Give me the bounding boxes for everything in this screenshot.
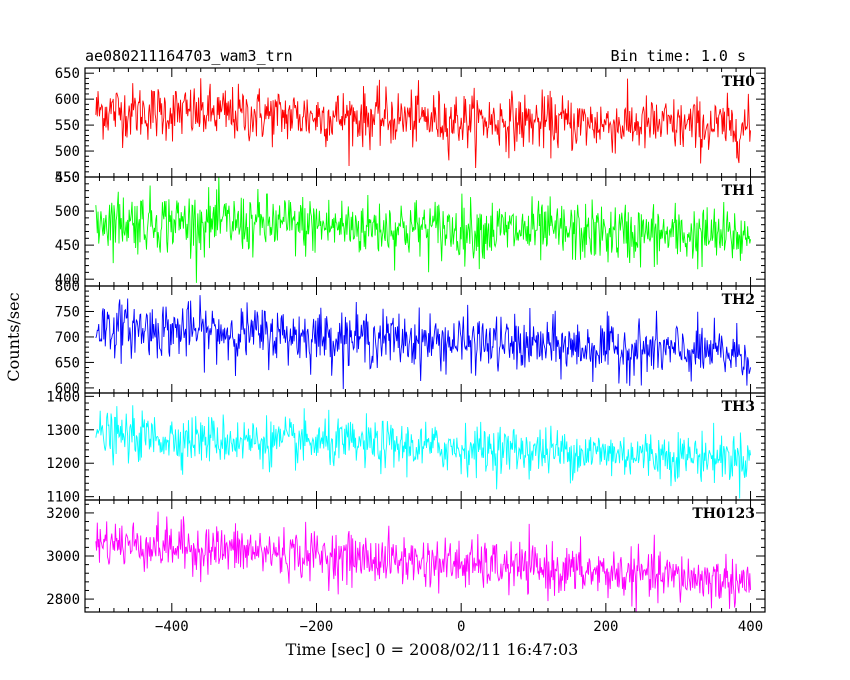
x-tick-label: 0	[457, 619, 465, 635]
panel-frame	[84, 67, 766, 178]
x-axis-label: Time [sec] 0 = 2008/02/11 16:47:03	[286, 640, 579, 659]
y-tick-label: 750	[55, 304, 80, 320]
y-tick-label: 450	[55, 238, 80, 254]
y-tick-label: 3000	[46, 549, 80, 565]
panel-label: TH3	[722, 399, 755, 415]
y-tick-label: 650	[55, 66, 80, 82]
panel-label: TH2	[722, 292, 755, 308]
panel-th2: 600 650 700 750 800 TH2	[55, 279, 766, 397]
y-tick-label: 600	[55, 92, 80, 108]
x-tick-label: −400	[155, 619, 189, 635]
y-tick-label: 550	[55, 118, 80, 134]
y-tick-label: 3200	[46, 506, 80, 522]
series-line-th0123	[95, 511, 751, 612]
bin-time-label: Bin time: 1.0 s	[611, 47, 746, 65]
y-tick-label: 1100	[46, 490, 80, 506]
series-line-th1	[95, 177, 751, 283]
series-line-th0	[95, 78, 751, 169]
panel-th1: 400 450 500 550 TH1	[55, 170, 766, 288]
panel-th0: 450 500 550 600 650 TH0	[55, 66, 766, 186]
y-tick-label: 450	[55, 170, 80, 186]
panel-th0123: 2800 3000 3200 TH0123	[46, 499, 766, 613]
panel-label: TH1	[722, 183, 755, 199]
y-tick-label: 650	[55, 355, 80, 371]
series-line-th2	[95, 295, 751, 390]
x-tick-label: −200	[300, 619, 334, 635]
panel-frame	[84, 499, 766, 613]
series-line-th3	[95, 405, 751, 499]
panel-label: TH0	[722, 74, 756, 90]
y-tick-label: 2800	[46, 592, 80, 608]
panel-label: TH0123	[692, 506, 755, 522]
x-tick-label: 200	[593, 619, 618, 635]
y-tick-label: 500	[55, 144, 80, 160]
chart-title: ae080211164703_wam3_trn	[85, 47, 293, 65]
y-tick-label: 500	[55, 204, 80, 220]
y-axis-label: Counts/sec	[4, 292, 23, 381]
y-tick-label: 800	[55, 279, 80, 295]
y-tick-label: 550	[55, 170, 80, 186]
x-axis: −400 −200 0 200 400	[155, 619, 763, 635]
y-tick-label: 600	[55, 381, 80, 397]
panels-group: 450 500 550 600 650 TH0 400 450 500 550 TH1 600 650 7…	[46, 66, 766, 613]
y-tick-label: 1300	[46, 423, 80, 439]
x-tick-label: 400	[738, 619, 763, 635]
y-tick-label: 700	[55, 330, 80, 346]
y-tick-label: 1200	[46, 456, 80, 472]
y-tick-label: 1400	[46, 389, 80, 405]
y-tick-label: 400	[55, 272, 80, 288]
panel-th3: 1100 1200 1300 1400 TH3	[46, 389, 766, 506]
